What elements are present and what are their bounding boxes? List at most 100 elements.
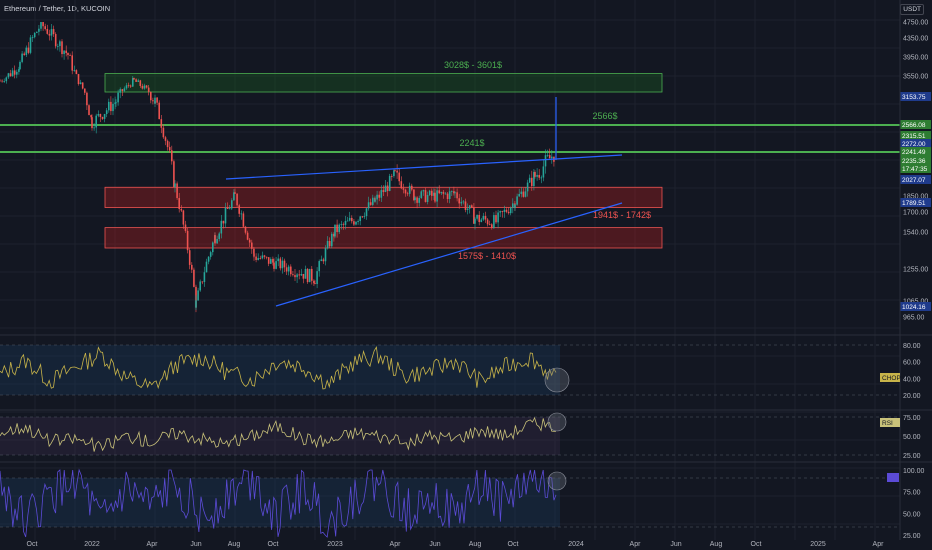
candle-body bbox=[414, 197, 416, 201]
indicator-tick-label: 20.00 bbox=[903, 393, 921, 400]
candle-body bbox=[431, 190, 433, 196]
candle-body bbox=[391, 175, 393, 177]
candle-body bbox=[5, 77, 8, 82]
candle-body bbox=[471, 205, 473, 208]
candle-body bbox=[503, 209, 506, 212]
candle-body bbox=[216, 238, 218, 244]
price-zone bbox=[104, 73, 663, 93]
candle-body bbox=[75, 70, 78, 75]
candle-body bbox=[0, 80, 1, 82]
candle-body bbox=[173, 161, 175, 187]
indicator-tick-label: 80.00 bbox=[903, 343, 921, 350]
candle-body bbox=[207, 256, 210, 262]
candle-body bbox=[9, 73, 12, 77]
candle-body bbox=[11, 70, 14, 77]
candle-body bbox=[199, 281, 201, 291]
candle-body bbox=[231, 200, 233, 209]
candle-body bbox=[253, 248, 255, 254]
candle-body bbox=[236, 193, 238, 206]
candle-body bbox=[273, 262, 275, 269]
candle-body bbox=[531, 177, 533, 187]
candle-body bbox=[129, 85, 132, 87]
candle-body bbox=[244, 226, 247, 233]
candle-body bbox=[240, 213, 243, 215]
price-tag-bg bbox=[900, 164, 931, 173]
candle-body bbox=[285, 267, 288, 272]
candle-body bbox=[59, 41, 61, 47]
candle-body bbox=[388, 175, 391, 191]
candle-body bbox=[119, 89, 121, 93]
candle-body bbox=[61, 41, 63, 55]
candle-body bbox=[253, 253, 255, 257]
zone-label-support-upper: 1941$ - 1742$ bbox=[593, 210, 651, 220]
candle-body bbox=[195, 300, 197, 308]
candle-body bbox=[44, 26, 46, 29]
candle-body bbox=[121, 89, 124, 91]
indicator-label-bg bbox=[880, 418, 900, 427]
candle-body bbox=[228, 208, 231, 210]
candle-body bbox=[369, 202, 372, 205]
candle-body bbox=[420, 191, 423, 198]
candle-body bbox=[526, 182, 529, 192]
candle-body bbox=[331, 233, 333, 247]
candle-body bbox=[482, 215, 485, 220]
time-tick-label: Oct bbox=[27, 541, 38, 548]
candle-body bbox=[365, 208, 368, 217]
candle-body bbox=[114, 102, 116, 104]
candle-body bbox=[413, 189, 415, 201]
candle-body bbox=[224, 207, 227, 224]
time-tick-label: Apr bbox=[873, 541, 885, 548]
candle-body bbox=[141, 85, 144, 89]
indicator-name-label: RSI bbox=[882, 420, 893, 427]
candle-body bbox=[298, 274, 300, 276]
time-tick-label: Jun bbox=[670, 541, 681, 548]
candle-body bbox=[418, 197, 420, 203]
candle-body bbox=[372, 197, 374, 205]
currency-badge[interactable]: USDT bbox=[900, 4, 924, 15]
price-tag-label: 1789.51 bbox=[902, 200, 926, 207]
candle-body bbox=[333, 233, 335, 237]
candle-body bbox=[33, 32, 36, 38]
candle-body bbox=[533, 172, 535, 187]
candle-body bbox=[267, 257, 270, 264]
candle-body bbox=[468, 205, 471, 209]
candle-body bbox=[411, 185, 413, 190]
candle-body bbox=[156, 97, 158, 103]
candle-body bbox=[281, 260, 284, 269]
candle-body bbox=[400, 181, 403, 189]
candle-body bbox=[150, 91, 152, 101]
candle-body bbox=[344, 220, 347, 225]
candle-body bbox=[382, 190, 385, 193]
candle-body bbox=[434, 192, 436, 202]
candle-body bbox=[52, 29, 55, 35]
candle-body bbox=[265, 256, 268, 258]
candle-body bbox=[112, 103, 114, 112]
candle-body bbox=[132, 78, 134, 87]
candle-body bbox=[384, 185, 387, 193]
candle-body bbox=[404, 189, 407, 194]
price-tag-label: 2235.36 bbox=[902, 158, 926, 165]
candle-body bbox=[546, 155, 549, 156]
candle-body bbox=[516, 196, 518, 205]
candle-body bbox=[21, 53, 23, 62]
candle-body bbox=[520, 191, 523, 194]
candle-body bbox=[393, 170, 395, 177]
candle-body bbox=[57, 46, 59, 47]
candle-body bbox=[154, 97, 156, 104]
price-tag-bg bbox=[900, 120, 931, 129]
candle-body bbox=[346, 220, 349, 222]
candle-body bbox=[328, 240, 331, 247]
candle-body bbox=[351, 217, 353, 222]
candle-body bbox=[512, 203, 514, 208]
candle-body bbox=[466, 208, 469, 210]
candle-body bbox=[416, 197, 418, 203]
candle-body bbox=[171, 150, 173, 162]
candle-body bbox=[255, 256, 257, 260]
price-tag-label: 17:47:35 bbox=[902, 166, 928, 173]
candle-body bbox=[139, 80, 142, 86]
candle-body bbox=[336, 224, 338, 233]
candle-body bbox=[488, 224, 491, 226]
candle-body bbox=[233, 192, 235, 201]
candle-body bbox=[528, 177, 531, 183]
